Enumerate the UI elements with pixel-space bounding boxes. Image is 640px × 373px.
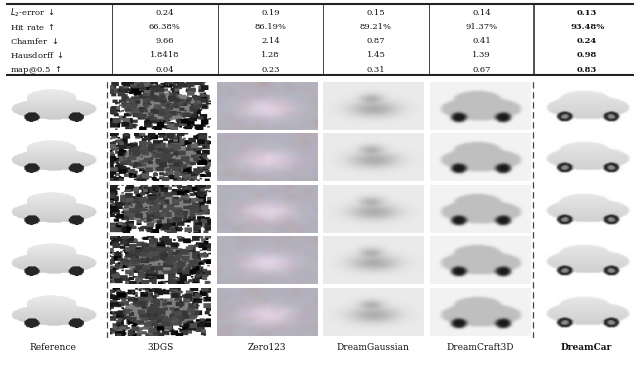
- Text: map@0.5 $\uparrow$: map@0.5 $\uparrow$: [10, 63, 61, 75]
- Text: 0.24: 0.24: [577, 37, 597, 45]
- Text: 0.67: 0.67: [472, 66, 491, 73]
- Text: 0.24: 0.24: [156, 9, 174, 17]
- Text: DreamCraft3D: DreamCraft3D: [446, 342, 514, 352]
- Text: 1.39: 1.39: [472, 51, 491, 59]
- Text: 0.41: 0.41: [472, 37, 491, 45]
- Text: 1.8418: 1.8418: [150, 51, 180, 59]
- Text: Chamfer $\downarrow$: Chamfer $\downarrow$: [10, 36, 58, 46]
- Text: 86.19%: 86.19%: [254, 23, 287, 31]
- Text: 9.66: 9.66: [156, 37, 174, 45]
- Text: 0.83: 0.83: [577, 66, 597, 73]
- Text: 0.19: 0.19: [261, 9, 280, 17]
- Text: 0.23: 0.23: [261, 66, 280, 73]
- Text: Hit rate $\uparrow$: Hit rate $\uparrow$: [10, 22, 54, 32]
- Text: 0.98: 0.98: [577, 51, 597, 59]
- Text: DreamGaussian: DreamGaussian: [337, 342, 410, 352]
- Text: DreamCar: DreamCar: [561, 342, 612, 352]
- Text: 3DGS: 3DGS: [147, 342, 173, 352]
- Text: 0.14: 0.14: [472, 9, 491, 17]
- Text: 0.87: 0.87: [367, 37, 385, 45]
- Text: $L_2$-error $\downarrow$: $L_2$-error $\downarrow$: [10, 6, 54, 19]
- Text: 91.37%: 91.37%: [465, 23, 498, 31]
- Text: Reference: Reference: [30, 342, 77, 352]
- Text: 0.15: 0.15: [367, 9, 385, 17]
- Text: 0.31: 0.31: [367, 66, 385, 73]
- Text: 93.48%: 93.48%: [570, 23, 604, 31]
- Text: Zero123: Zero123: [248, 342, 286, 352]
- Text: 1.45: 1.45: [367, 51, 385, 59]
- Text: 0.04: 0.04: [156, 66, 174, 73]
- Text: 2.14: 2.14: [261, 37, 280, 45]
- Text: 66.38%: 66.38%: [149, 23, 180, 31]
- Text: 89.21%: 89.21%: [360, 23, 392, 31]
- Text: Hausdorff $\downarrow$: Hausdorff $\downarrow$: [10, 50, 64, 60]
- Text: 0.13: 0.13: [577, 9, 597, 17]
- Text: 1.28: 1.28: [261, 51, 280, 59]
